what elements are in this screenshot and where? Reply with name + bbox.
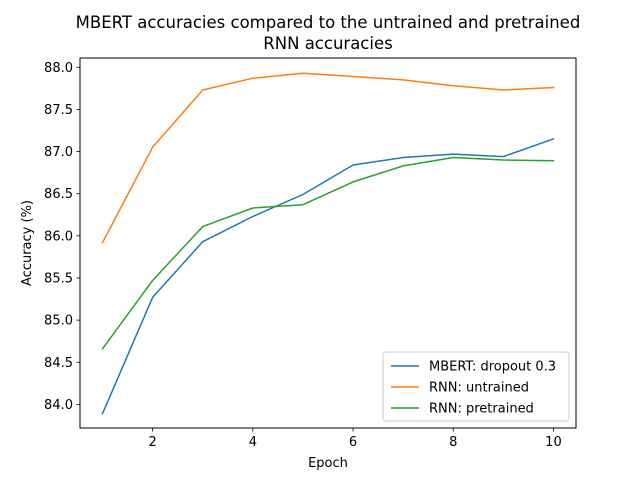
series-line-0	[101, 137, 555, 415]
legend-label-2: RNN: pretrained	[429, 402, 534, 417]
x-tick-label-1: 4	[249, 435, 257, 450]
y-tick-label-2: 85.0	[44, 314, 73, 329]
y-tick-label-7: 87.5	[44, 103, 73, 118]
plot-frame	[79, 57, 577, 429]
x-tick-label-3: 8	[449, 435, 457, 450]
x-axis-label: Epoch	[308, 456, 348, 471]
x-tick-label-2: 6	[349, 435, 357, 450]
y-tick-label-3: 85.5	[44, 271, 73, 286]
chart-title-line-2: RNN accuracies	[263, 34, 392, 53]
x-axis: 2 4 6 8 10	[149, 428, 562, 450]
chart-title-line-1: MBERT accuracies compared to the untrain…	[76, 13, 581, 32]
legend-label-1: RNN: untrained	[429, 381, 529, 396]
y-tick-label-1: 84.5	[44, 356, 73, 371]
series-line-1	[101, 72, 555, 244]
legend: MBERT: dropout 0.3 RNN: untrained RNN: pre…	[382, 351, 570, 422]
series-line-2	[101, 156, 555, 350]
x-tick-label-0: 2	[149, 435, 157, 450]
x-tick-label-4: 10	[545, 435, 562, 450]
y-tick-label-5: 86.5	[44, 187, 73, 202]
y-axis-label: Accuracy (%)	[20, 200, 35, 286]
y-tick-label-6: 87.0	[44, 145, 73, 160]
y-tick-label-0: 84.0	[44, 398, 73, 413]
y-tick-label-8: 88.0	[44, 61, 73, 76]
legend-box	[382, 351, 570, 422]
y-tick-label-4: 86.0	[44, 229, 73, 244]
y-axis: 84.0 84.5 85.0 85.5 86.0 86.5 87.0 87.5 88.0	[44, 61, 80, 413]
legend-label-0: MBERT: dropout 0.3	[429, 360, 556, 375]
series-layer	[101, 72, 555, 415]
